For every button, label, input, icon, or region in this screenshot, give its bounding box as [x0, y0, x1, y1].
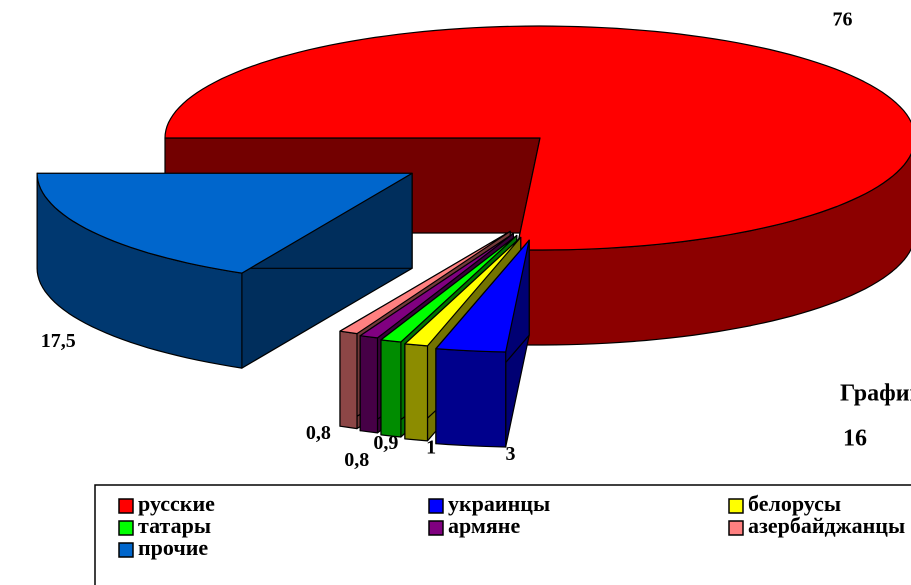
- slice-wall: [380, 339, 402, 438]
- slice-top: [36, 172, 413, 274]
- legend-swatch: [728, 520, 744, 536]
- slice-top: [164, 25, 911, 251]
- legend-swatch: [118, 520, 134, 536]
- legend-label: русские: [138, 491, 215, 516]
- chart-title: 16: [843, 426, 867, 452]
- slice-wall: [339, 330, 358, 430]
- slice-top: [359, 232, 514, 339]
- legend-label: азербайджанцы: [748, 513, 905, 538]
- legend-label: армяне: [448, 513, 520, 538]
- legend-label: белорусы: [748, 491, 841, 516]
- legend-swatch: [118, 542, 134, 558]
- data-label: 76: [833, 8, 853, 30]
- slice-top: [380, 234, 518, 343]
- data-label: 1: [426, 436, 436, 458]
- slice-top: [404, 236, 522, 347]
- legend-swatch: [428, 498, 444, 514]
- slice-wall: [435, 348, 507, 448]
- legend-label: прочие: [138, 535, 208, 560]
- pie-slice: [36, 172, 413, 369]
- legend-swatch: [118, 498, 134, 514]
- legend-label: татары: [138, 513, 211, 538]
- legend-swatch: [428, 520, 444, 536]
- data-label: 3: [506, 443, 516, 465]
- legend-swatch: [728, 498, 744, 514]
- data-label: 0,8: [306, 422, 331, 444]
- pie-slice: [435, 239, 530, 448]
- legend-box: [94, 484, 911, 585]
- slice-wall: [404, 343, 429, 442]
- slice-top: [339, 230, 511, 335]
- data-label: 0,8: [344, 449, 369, 471]
- legend-label: украинцы: [448, 491, 550, 516]
- data-label: 17,5: [41, 330, 76, 352]
- pie-slice: [164, 25, 911, 346]
- data-label: 0,9: [373, 432, 398, 454]
- slice-top: [435, 239, 530, 353]
- slice-wall: [359, 335, 379, 434]
- chart-title: График: [840, 381, 911, 407]
